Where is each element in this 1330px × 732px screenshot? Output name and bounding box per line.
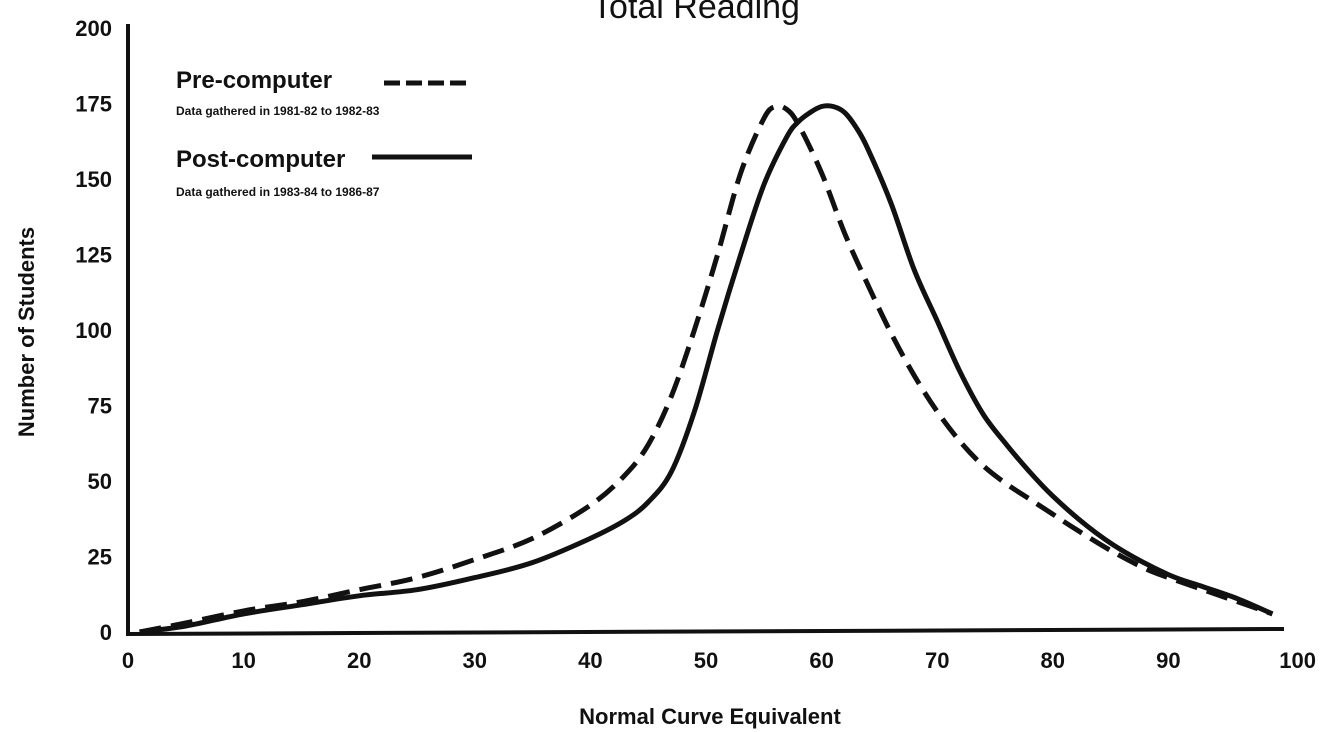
series-lines — [139, 103, 1274, 635]
x-tick-labels: 0 10 20 30 40 50 60 70 80 90 100 — [122, 648, 1316, 673]
x-axis-line — [125, 627, 1285, 636]
x-tick-label: 70 — [925, 648, 949, 673]
x-tick-label: 60 — [809, 648, 833, 673]
series-line-post-computer — [139, 103, 1274, 635]
x-tick-label: 100 — [1279, 648, 1316, 673]
y-tick-label: 100 — [75, 318, 112, 343]
x-tick-label: 30 — [463, 648, 487, 673]
y-tick-label: 200 — [75, 16, 112, 41]
x-tick-label: 80 — [1041, 648, 1065, 673]
y-tick-label: 0 — [100, 620, 112, 645]
legend-label-pre-computer: Pre-computer — [176, 67, 332, 94]
x-tick-label: 0 — [122, 648, 134, 673]
y-tick-label: 75 — [88, 394, 112, 419]
y-tick-label: 175 — [75, 92, 112, 117]
y-axis-title: Number of Students — [14, 227, 39, 437]
x-tick-label: 20 — [347, 648, 371, 673]
y-tick-label: 50 — [88, 469, 112, 494]
legend-note-post-computer: Data gathered in 1983-84 to 1986-87 — [176, 185, 380, 199]
legend: Pre-computer Data gathered in 1981-82 to… — [176, 67, 472, 199]
y-tick-label: 25 — [88, 545, 112, 570]
x-tick-label: 40 — [578, 648, 602, 673]
y-tick-label: 125 — [75, 243, 112, 268]
x-tick-label: 50 — [694, 648, 718, 673]
chart-title: Total Reading — [592, 0, 800, 26]
x-tick-label: 10 — [231, 648, 255, 673]
x-axis-title: Normal Curve Equivalent — [579, 704, 841, 729]
legend-note-pre-computer: Data gathered in 1981-82 to 1982-83 — [176, 104, 380, 118]
y-tick-label: 150 — [75, 167, 112, 192]
x-tick-label: 90 — [1156, 648, 1180, 673]
y-tick-labels: 0 25 50 75 100 125 150 175 200 — [75, 16, 112, 645]
legend-label-post-computer: Post-computer — [176, 146, 345, 173]
